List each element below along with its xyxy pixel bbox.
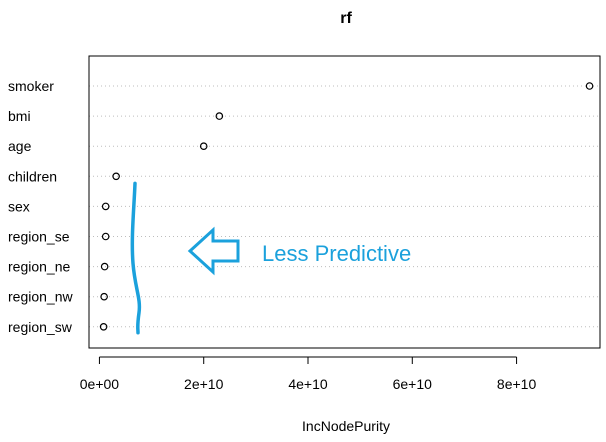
category-label-bmi: bmi	[8, 108, 31, 124]
category-label-region-ne: region_ne	[8, 259, 70, 275]
data-point-age	[199, 142, 208, 151]
data-point-region-nw	[100, 292, 108, 301]
data-point-region-se	[101, 232, 110, 241]
x-tick-label: 4e+10	[288, 376, 328, 392]
category-label-region-sw: region_sw	[8, 319, 73, 335]
data-point-smoker	[585, 82, 594, 90]
less-predictive-bracket	[130, 181, 142, 335]
data-point-bmi	[215, 112, 224, 120]
category-label-children: children	[8, 168, 57, 184]
category-label-smoker: smoker	[8, 78, 54, 94]
plot-frame	[88, 55, 601, 349]
data-point-region-sw	[99, 322, 108, 331]
hollow-left-arrow-icon	[187, 226, 240, 276]
grid-lines	[89, 85, 600, 328]
x-tick-label: 0e+00	[80, 376, 120, 392]
less-predictive-annotation: Less Predictive	[262, 241, 411, 266]
data-point-sex	[101, 202, 110, 211]
category-label-age: age	[8, 138, 32, 154]
data-point-region-ne	[100, 262, 109, 271]
data-points	[99, 82, 594, 331]
chart-title: rf	[340, 10, 352, 27]
x-tick-label: 8e+10	[497, 376, 537, 392]
x-axis-label: IncNodePurity	[302, 418, 390, 434]
category-label-region-nw: region_nw	[8, 289, 73, 305]
y-axis-labels: smoker bmi age children sex region_se region_n…	[8, 78, 73, 335]
category-label-sex: sex	[8, 198, 30, 214]
x-tick-label: 2e+10	[184, 376, 224, 392]
data-point-children	[112, 172, 120, 181]
x-axis: 0e+00 2e+10 4e+10 6e+10 8e+10	[80, 356, 537, 392]
x-tick-label: 6e+10	[393, 376, 433, 392]
category-label-region-se: region_se	[8, 229, 70, 245]
